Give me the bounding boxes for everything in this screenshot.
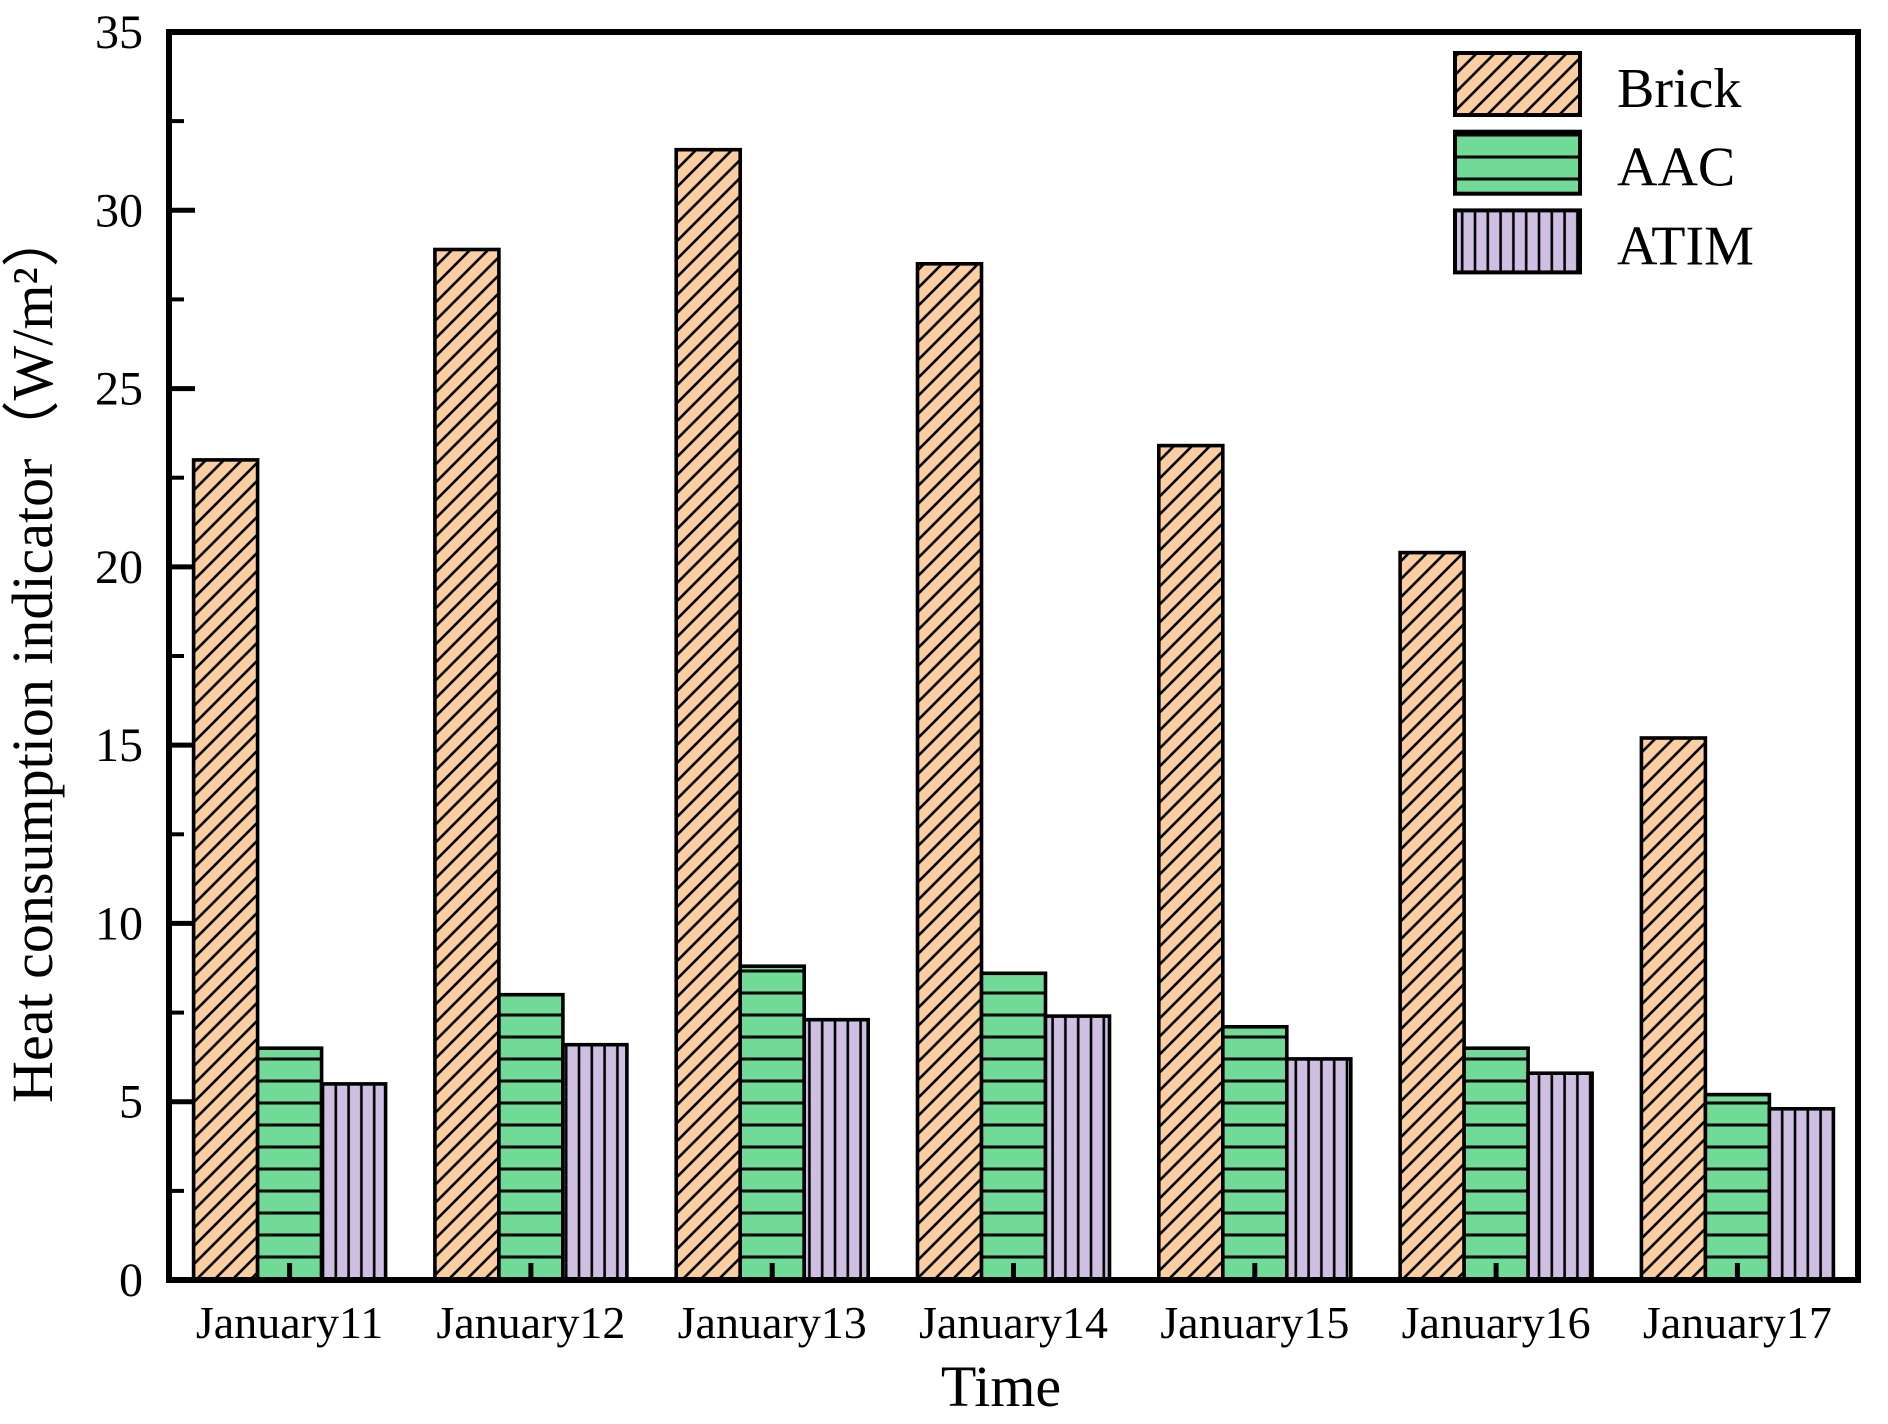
legend-label-brick: Brick: [1617, 58, 1741, 120]
legend-swatch-atim: [1453, 208, 1582, 275]
x-tick-label: January13: [678, 1297, 867, 1348]
bar-brick-january14: [915, 261, 984, 1282]
bar-brick-january11: [191, 458, 260, 1282]
bar-aac-january16: [1462, 1046, 1530, 1282]
x-tick-label: January15: [1160, 1297, 1349, 1348]
y-tick-label: 20: [95, 541, 143, 594]
y-tick-label: 30: [95, 184, 143, 237]
y-tick-label: 5: [119, 1076, 143, 1129]
bar-atim-january17: [1767, 1107, 1836, 1282]
y-axis-title: Heat consumption indicator（W/m²）: [0, 209, 65, 1103]
y-tick-label: 15: [95, 719, 143, 772]
y-tick-label: 25: [95, 363, 143, 416]
x-tick-label: January11: [196, 1297, 383, 1348]
legend-label-aac: AAC: [1617, 137, 1735, 199]
bar-atim-january15: [1285, 1057, 1353, 1282]
x-tick-label: January14: [919, 1297, 1108, 1348]
bar-atim-january13: [802, 1017, 871, 1282]
x-axis-title: Time: [941, 1354, 1061, 1419]
bar-atim-january14: [1043, 1014, 1112, 1282]
legend-swatch-aac: [1453, 129, 1582, 196]
bar-aac-january14: [979, 971, 1048, 1282]
plot-border: [166, 29, 1861, 1283]
bar-atim-january12: [561, 1042, 629, 1282]
x-tick-label: January16: [1402, 1297, 1591, 1348]
y-tick-label: 0: [119, 1254, 143, 1307]
legend-swatch-brick: [1453, 51, 1582, 117]
y-tick-label: 35: [95, 6, 143, 59]
bar-atim-january16: [1526, 1071, 1594, 1282]
bar-brick-january17: [1639, 736, 1708, 1282]
bar-aac-january15: [1221, 1025, 1289, 1282]
bar-brick-january16: [1398, 550, 1466, 1282]
bar-aac-january12: [497, 992, 565, 1282]
bar-brick-january12: [433, 247, 501, 1282]
y-tick-label: 10: [95, 897, 143, 950]
bar-brick-january13: [674, 147, 743, 1282]
bar-aac-january11: [255, 1046, 324, 1282]
x-tick-label: January17: [1643, 1297, 1832, 1348]
bar-aac-january17: [1703, 1092, 1772, 1282]
bar-brick-january15: [1157, 443, 1225, 1282]
bar-atim-january11: [319, 1082, 388, 1282]
bar-aac-january13: [738, 964, 807, 1282]
x-tick-label: January12: [436, 1297, 625, 1348]
legend-label-atim: ATIM: [1617, 215, 1754, 277]
